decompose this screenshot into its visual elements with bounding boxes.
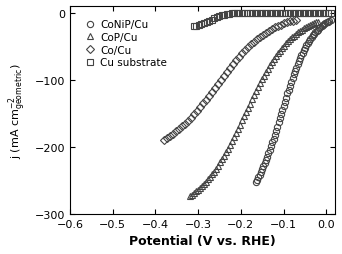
CoP/Cu xyxy=(192,192,196,195)
Co/Cu xyxy=(252,41,256,44)
Co/Cu xyxy=(231,63,235,66)
Co/Cu xyxy=(273,27,277,30)
Co/Cu xyxy=(291,20,295,23)
CoNiP/Cu xyxy=(310,37,314,40)
CoP/Cu xyxy=(316,21,320,24)
CoNiP/Cu xyxy=(304,44,308,47)
Cu substrate xyxy=(295,12,300,15)
Line: CoP/Cu: CoP/Cu xyxy=(186,20,321,199)
Co/Cu xyxy=(183,123,187,126)
Co/Cu xyxy=(261,34,265,37)
Co/Cu xyxy=(258,36,262,39)
CoNiP/Cu xyxy=(307,40,311,43)
Co/Cu xyxy=(198,106,202,109)
Co/Cu xyxy=(165,137,169,140)
CoP/Cu xyxy=(262,75,266,78)
Co/Cu xyxy=(267,30,271,33)
Co/Cu xyxy=(246,46,250,50)
Co/Cu xyxy=(288,21,292,24)
Co/Cu xyxy=(210,91,214,94)
Line: Co/Cu: Co/Cu xyxy=(161,18,299,142)
Line: CoNiP/Cu: CoNiP/Cu xyxy=(253,18,334,185)
Co/Cu xyxy=(177,128,181,131)
Cu substrate xyxy=(278,12,282,15)
Co/Cu xyxy=(219,79,223,82)
Co/Cu xyxy=(237,56,241,59)
Co/Cu xyxy=(279,24,284,27)
Co/Cu xyxy=(207,95,211,98)
Legend: CoNiP/Cu, CoP/Cu, Co/Cu, Cu substrate: CoNiP/Cu, CoP/Cu, Co/Cu, Cu substrate xyxy=(81,16,171,72)
Cu substrate xyxy=(194,25,198,28)
Co/Cu xyxy=(228,67,232,70)
Co/Cu xyxy=(189,117,193,120)
Co/Cu xyxy=(234,59,238,62)
Co/Cu xyxy=(282,23,286,26)
Co/Cu xyxy=(192,113,196,116)
Line: Cu substrate: Cu substrate xyxy=(191,11,333,30)
Co/Cu xyxy=(204,99,208,102)
CoNiP/Cu xyxy=(328,20,332,23)
Co/Cu xyxy=(285,22,289,25)
Cu substrate xyxy=(207,20,211,23)
CoNiP/Cu xyxy=(316,29,320,32)
Cu substrate xyxy=(313,12,317,15)
CoNiP/Cu xyxy=(303,47,307,50)
X-axis label: Potential (V vs. RHE): Potential (V vs. RHE) xyxy=(129,234,276,247)
CoP/Cu xyxy=(250,99,254,102)
Co/Cu xyxy=(255,38,259,41)
Co/Cu xyxy=(195,110,199,113)
Co/Cu xyxy=(174,130,178,133)
Co/Cu xyxy=(276,25,280,28)
Co/Cu xyxy=(216,83,220,86)
Co/Cu xyxy=(213,87,217,90)
Y-axis label: j (mA cm$^{-2}_{\mathregular{geometric}}$): j (mA cm$^{-2}_{\mathregular{geometric}}… xyxy=(7,63,29,158)
CoNiP/Cu xyxy=(254,181,258,184)
Co/Cu xyxy=(222,75,226,78)
Co/Cu xyxy=(249,43,253,46)
CoP/Cu xyxy=(187,195,192,198)
CoNiP/Cu xyxy=(281,105,286,108)
Co/Cu xyxy=(270,28,274,31)
CoP/Cu xyxy=(278,50,282,53)
Co/Cu xyxy=(243,50,247,53)
Co/Cu xyxy=(294,19,299,22)
Cu substrate xyxy=(192,26,196,29)
Co/Cu xyxy=(171,133,175,136)
CoP/Cu xyxy=(206,178,210,181)
CoP/Cu xyxy=(286,41,290,44)
Co/Cu xyxy=(180,125,184,129)
Cu substrate xyxy=(328,12,332,15)
Co/Cu xyxy=(162,138,166,141)
Co/Cu xyxy=(225,71,229,74)
Co/Cu xyxy=(168,135,172,138)
Co/Cu xyxy=(201,103,205,106)
Co/Cu xyxy=(264,32,268,35)
Co/Cu xyxy=(186,120,190,123)
Cu substrate xyxy=(303,12,307,15)
Co/Cu xyxy=(240,53,244,56)
